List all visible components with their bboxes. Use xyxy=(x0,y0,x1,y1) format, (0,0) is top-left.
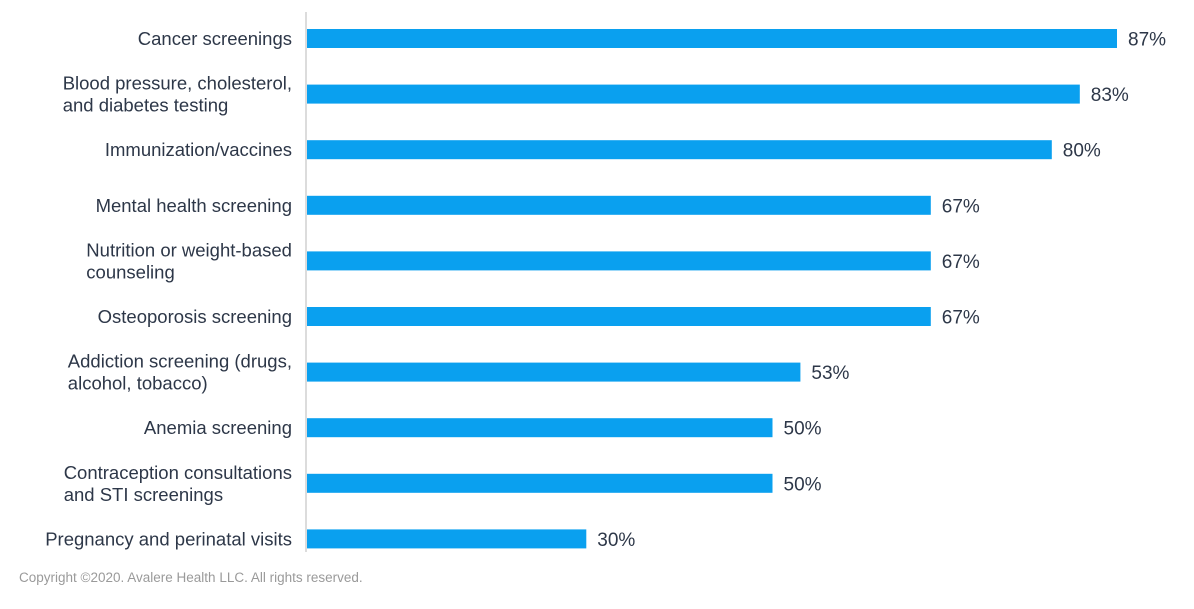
bars-group: 87% Cancer screenings 83% Blood pressure, c… xyxy=(45,28,1166,551)
value-label-3: 67% xyxy=(942,196,980,217)
category-label-6-line-0: Addiction screening (drugs, xyxy=(68,351,292,372)
bar-7 xyxy=(307,418,773,438)
category-label-7: Anemia screening xyxy=(144,417,292,438)
category-label-4-line-1: counseling xyxy=(86,261,174,282)
category-label-2: Immunization/vaccines xyxy=(105,139,292,160)
category-label-6-line-1: alcohol, tobacco) xyxy=(68,373,208,394)
value-label-8: 50% xyxy=(784,474,822,495)
category-label-3: Mental health screening xyxy=(96,195,292,216)
category-label-1: Blood pressure, cholesterol, and diabetes… xyxy=(63,73,292,116)
bar-8 xyxy=(307,473,773,493)
value-label-4: 67% xyxy=(942,252,980,273)
bar-1 xyxy=(307,84,1080,104)
bar-3 xyxy=(307,195,931,215)
category-label-4-line-0: Nutrition or weight-based xyxy=(86,239,292,260)
bar-0 xyxy=(307,29,1117,48)
bar-9 xyxy=(307,529,587,549)
category-label-6: Addiction screening (drugs, alcohol, toba… xyxy=(68,351,292,394)
value-label-7: 50% xyxy=(784,419,822,440)
copyright-notice: Copyright ©2020. Avalere Health LLC. All… xyxy=(19,570,363,585)
value-label-6: 53% xyxy=(811,363,849,384)
category-label-8-line-0: Contraception consultations xyxy=(64,462,292,483)
category-label-0: Cancer screenings xyxy=(138,28,292,49)
category-label-8: Contraception consultations and STI scree… xyxy=(64,462,292,505)
value-label-0: 87% xyxy=(1128,30,1166,51)
bar-4 xyxy=(307,251,931,271)
bar-2 xyxy=(307,140,1052,160)
category-label-1-line-1: and diabetes testing xyxy=(63,95,229,116)
value-label-9: 30% xyxy=(597,530,635,551)
value-label-2: 80% xyxy=(1063,141,1101,162)
category-label-4: Nutrition or weight-based counseling xyxy=(86,239,292,282)
category-label-8-line-1: and STI screenings xyxy=(64,484,223,505)
value-label-5: 67% xyxy=(942,308,980,329)
category-label-5: Osteoporosis screening xyxy=(98,306,292,327)
value-label-1: 83% xyxy=(1091,85,1129,106)
bar-6 xyxy=(307,362,801,382)
bar-5 xyxy=(307,307,931,326)
category-label-9: Pregnancy and perinatal visits xyxy=(45,528,292,549)
category-label-1-line-0: Blood pressure, cholesterol, xyxy=(63,73,292,94)
